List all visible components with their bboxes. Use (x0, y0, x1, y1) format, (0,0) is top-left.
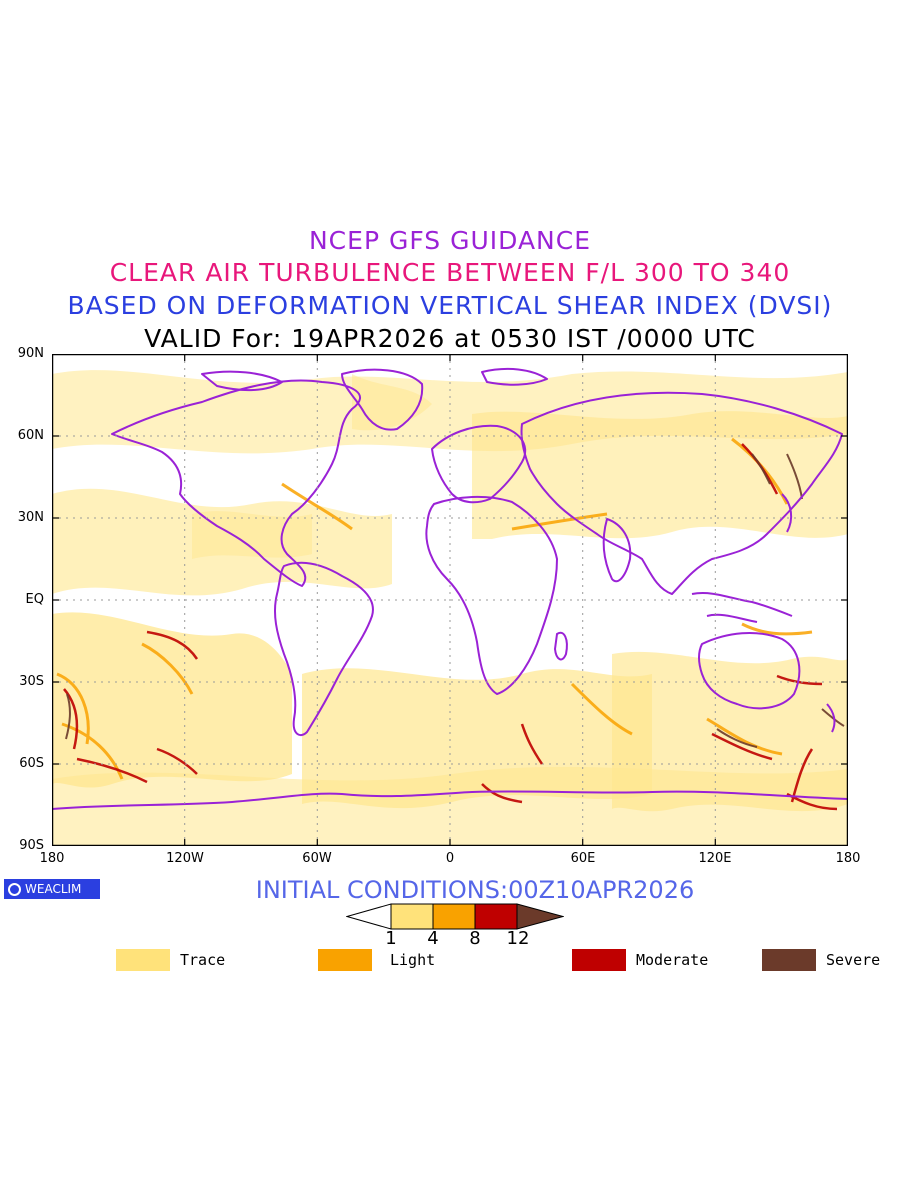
colorbar-tick-12: 12 (506, 928, 530, 949)
colorbar-trace (390, 903, 434, 930)
chart-subtitle-turbulence: CLEAR AIR TURBULENCE BETWEEN F/L 300 TO … (109, 258, 791, 287)
legend-swatch-moderate (572, 949, 626, 971)
coastlines (52, 367, 848, 846)
lon-label-120w: 120W (166, 851, 204, 866)
legend-label-trace: Trace (180, 951, 226, 969)
chart-subtitle-index: BASED ON DEFORMATION VERTICAL SHEAR INDE… (67, 291, 833, 320)
lon-label-120e: 120E (698, 851, 732, 866)
lat-label-30n: 30N (17, 510, 44, 525)
legend-swatch-light (318, 949, 372, 971)
legend-label-severe: Severe (826, 951, 881, 969)
colorbar-light (432, 903, 476, 930)
legend-swatch-severe (762, 949, 816, 971)
colorbar (346, 903, 564, 930)
valid-time: VALID For: 19APR2026 at 0530 IST /0000 U… (144, 324, 756, 353)
copyright-circle-icon (8, 883, 21, 896)
turbulence-map (52, 354, 848, 846)
graticule (52, 354, 848, 846)
lon-label-180e: 180 (835, 851, 861, 866)
lat-label-90s: 90S (19, 838, 44, 853)
lat-label-60n: 60N (17, 428, 44, 443)
chart-title: NCEP GFS GUIDANCE (308, 226, 591, 255)
colorbar-tick-8: 8 (469, 928, 481, 949)
colorbar-tick-4: 4 (427, 928, 439, 949)
legend-label-moderate: Moderate (636, 951, 709, 969)
lon-label-60e: 60E (570, 851, 596, 866)
lat-label-eq: EQ (25, 592, 44, 607)
legend-label-light: Light (390, 951, 436, 969)
lon-label-180w: 180 (39, 851, 65, 866)
colorbar-moderate (474, 903, 518, 930)
turbulence-field (52, 370, 848, 846)
colorbar-tick-1: 1 (385, 928, 397, 949)
lat-label-60s: 60S (19, 756, 44, 771)
logo-text: WEACLIM (25, 882, 82, 896)
lat-label-30s: 30S (19, 674, 44, 689)
lat-label-90n: 90N (17, 346, 44, 361)
initial-conditions: INITIAL CONDITIONS:00Z10APR2026 (255, 876, 695, 904)
colorbar-under-triangle (346, 903, 392, 930)
colorbar-severe (516, 903, 564, 930)
axis-ticks (52, 354, 848, 846)
lon-label-60w: 60W (302, 851, 332, 866)
lon-label-0: 0 (445, 851, 455, 866)
legend-swatch-trace (116, 949, 170, 971)
weaclim-logo: WEACLIM (4, 879, 100, 899)
